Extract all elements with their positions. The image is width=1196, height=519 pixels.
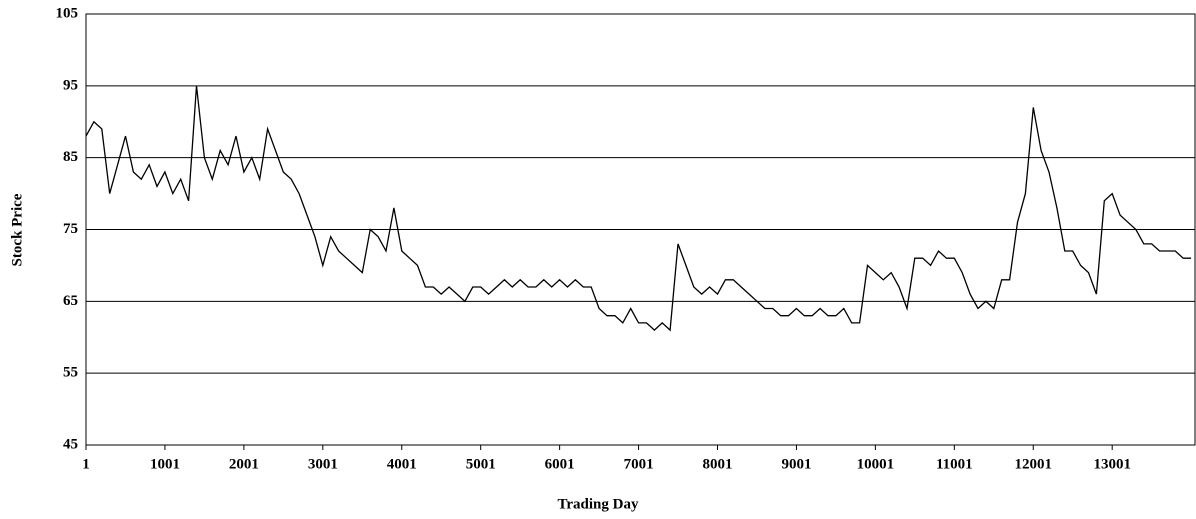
x-tick-label: 1001 — [150, 456, 180, 472]
y-tick-label: 105 — [56, 5, 79, 21]
x-tick-label: 10001 — [857, 456, 895, 472]
x-tick-label: 11001 — [936, 456, 973, 472]
y-tick-label: 95 — [63, 77, 78, 93]
price-line — [85, 85, 1192, 332]
plot-border — [85, 13, 1196, 446]
y-tick-label: 55 — [63, 365, 78, 381]
x-axis-label: Trading Day — [558, 496, 639, 512]
y-tick-label: 65 — [63, 293, 78, 309]
x-tick-label: 13001 — [1093, 456, 1131, 472]
x-tick-label: 2001 — [229, 456, 259, 472]
x-tick-label: 6001 — [545, 456, 575, 472]
x-tick-label: 5001 — [466, 456, 496, 472]
y-tick-label: 75 — [63, 221, 78, 237]
x-tick-label: 7001 — [624, 456, 654, 472]
y-tick-label: 45 — [63, 436, 78, 452]
x-tick-label: 12001 — [1015, 456, 1053, 472]
y-axis-label: Stock Price — [9, 193, 25, 266]
x-tick-label: 1 — [82, 456, 90, 472]
x-tick-label: 8001 — [703, 456, 733, 472]
x-tick-label: 9001 — [781, 456, 811, 472]
y-tick-label: 85 — [63, 149, 78, 165]
x-tick-label: 4001 — [387, 456, 417, 472]
x-tick-label: 3001 — [308, 456, 338, 472]
